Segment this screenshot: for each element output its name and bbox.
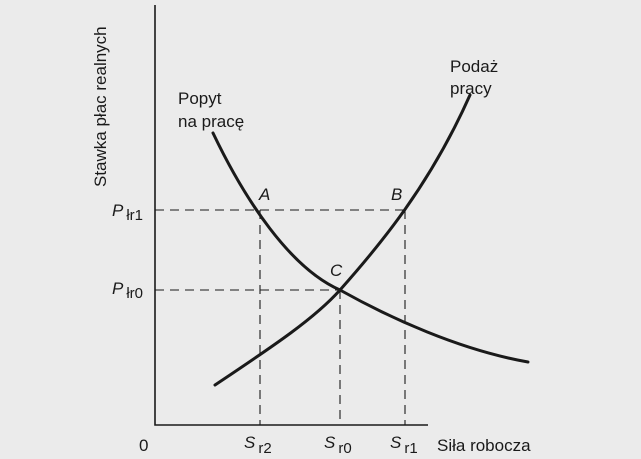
supply-curve bbox=[213, 93, 472, 387]
demand-label: na pracę bbox=[178, 112, 244, 131]
supply-label: pracy bbox=[450, 79, 492, 98]
tick-sub: r1 bbox=[404, 440, 417, 457]
point-label: C bbox=[330, 261, 343, 280]
origin-label: 0 bbox=[139, 436, 148, 455]
point-label: B bbox=[391, 185, 402, 204]
tick-main: P bbox=[112, 279, 124, 298]
supply-label: Podaż bbox=[450, 57, 498, 76]
demand-label: Popyt bbox=[178, 89, 222, 108]
tick-main: S bbox=[244, 433, 256, 452]
point-label: A bbox=[258, 185, 270, 204]
tick-sub: r2 bbox=[258, 440, 271, 457]
axes bbox=[154, 5, 428, 426]
tick-main: S bbox=[390, 433, 402, 452]
tick-sub: r0 bbox=[338, 440, 351, 457]
tick-sub: łr1 bbox=[126, 207, 143, 224]
tick-sub: łr0 bbox=[126, 285, 143, 302]
tick-main: P bbox=[112, 201, 124, 220]
tick-main: S bbox=[324, 433, 336, 452]
y-axis-label: Stawka płac realnych bbox=[91, 26, 110, 187]
guide-lines bbox=[155, 209, 406, 425]
x-axis-label: Siła robocza bbox=[437, 436, 531, 455]
